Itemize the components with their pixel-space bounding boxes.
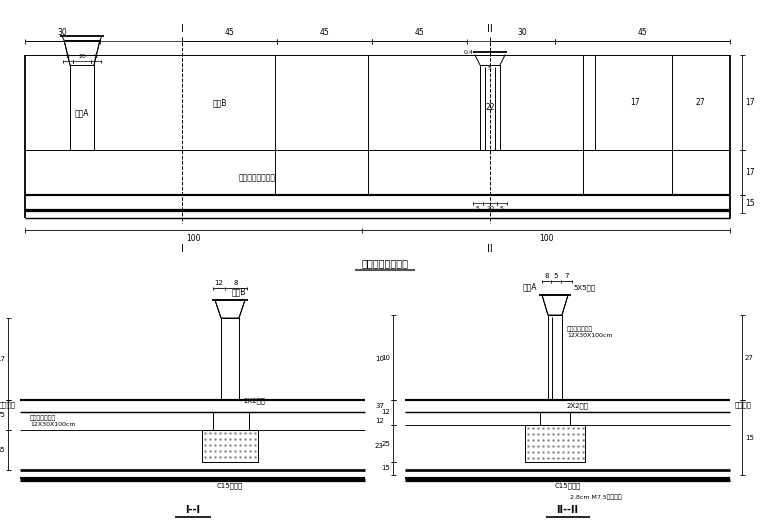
Text: 5: 5	[476, 206, 480, 211]
Text: 15: 15	[745, 199, 755, 208]
Text: 2X2角钢: 2X2角钢	[567, 403, 589, 409]
Text: 45: 45	[320, 28, 329, 37]
Text: 45: 45	[638, 28, 648, 37]
Text: 灯柱B: 灯柱B	[213, 98, 227, 107]
Text: 2X2角钢: 2X2角钢	[244, 398, 266, 404]
Text: 20: 20	[78, 54, 86, 59]
Text: 17: 17	[745, 168, 755, 177]
Text: 8: 8	[544, 273, 549, 279]
Text: 0.4: 0.4	[463, 50, 473, 54]
Text: C15砼垫层: C15砼垫层	[217, 482, 243, 489]
Text: 45: 45	[225, 28, 234, 37]
Text: 23: 23	[375, 443, 384, 449]
Text: 10: 10	[375, 356, 384, 362]
Text: 20: 20	[486, 206, 494, 211]
Text: 100: 100	[539, 234, 553, 243]
Text: 5: 5	[94, 54, 98, 59]
Text: 2.8cm M7.5水泥砂浆: 2.8cm M7.5水泥砂浆	[570, 494, 622, 499]
Text: 37: 37	[375, 403, 384, 409]
Text: 特制底座钢筋板
12X30X100cm: 特制底座钢筋板 12X30X100cm	[567, 326, 613, 338]
Text: 17: 17	[0, 356, 5, 362]
Text: 27: 27	[695, 98, 705, 107]
Text: 27: 27	[745, 354, 754, 360]
Text: C15砼垫层: C15砼垫层	[555, 482, 581, 489]
Text: 中央分隔带立面图: 中央分隔带立面图	[362, 258, 409, 268]
Text: 灯柱A: 灯柱A	[74, 108, 89, 117]
Text: 45: 45	[0, 447, 5, 453]
Text: 5: 5	[66, 54, 70, 59]
Text: 30: 30	[518, 28, 527, 37]
Text: 8: 8	[234, 280, 238, 286]
Text: 17: 17	[745, 98, 755, 107]
Text: 灯柱B: 灯柱B	[232, 287, 246, 296]
Text: 5: 5	[500, 206, 504, 211]
Text: 支撑底座的钢筋板: 支撑底座的钢筋板	[239, 173, 276, 182]
Text: 45: 45	[415, 28, 424, 37]
Text: II: II	[487, 244, 493, 254]
Text: II: II	[487, 24, 493, 34]
Text: 5: 5	[554, 273, 558, 279]
Text: I--I: I--I	[185, 505, 200, 515]
Text: 12: 12	[375, 418, 384, 424]
Text: 15: 15	[381, 466, 390, 471]
Text: 25: 25	[382, 441, 390, 446]
Text: 10: 10	[381, 354, 390, 360]
Text: 特制底座钢筋板
12X30X100cm: 特制底座钢筋板 12X30X100cm	[30, 415, 75, 427]
Text: 12: 12	[214, 280, 223, 286]
Text: 12: 12	[381, 409, 390, 415]
Text: 灯柱A: 灯柱A	[523, 282, 537, 291]
Text: 15: 15	[745, 434, 754, 441]
Text: 75: 75	[0, 412, 5, 418]
Text: 30: 30	[58, 28, 68, 37]
Text: 5: 5	[488, 67, 492, 71]
Text: II--II: II--II	[556, 505, 578, 515]
Text: 22: 22	[485, 103, 495, 112]
Text: 5X5角钢: 5X5角钢	[573, 285, 595, 291]
Text: I: I	[181, 244, 183, 254]
Text: I: I	[181, 24, 183, 34]
Text: 7: 7	[564, 273, 568, 279]
Text: 100: 100	[186, 234, 201, 243]
Text: 路面标高: 路面标高	[735, 402, 752, 408]
Text: 路面标高: 路面标高	[0, 402, 16, 408]
Text: 17: 17	[630, 98, 640, 107]
